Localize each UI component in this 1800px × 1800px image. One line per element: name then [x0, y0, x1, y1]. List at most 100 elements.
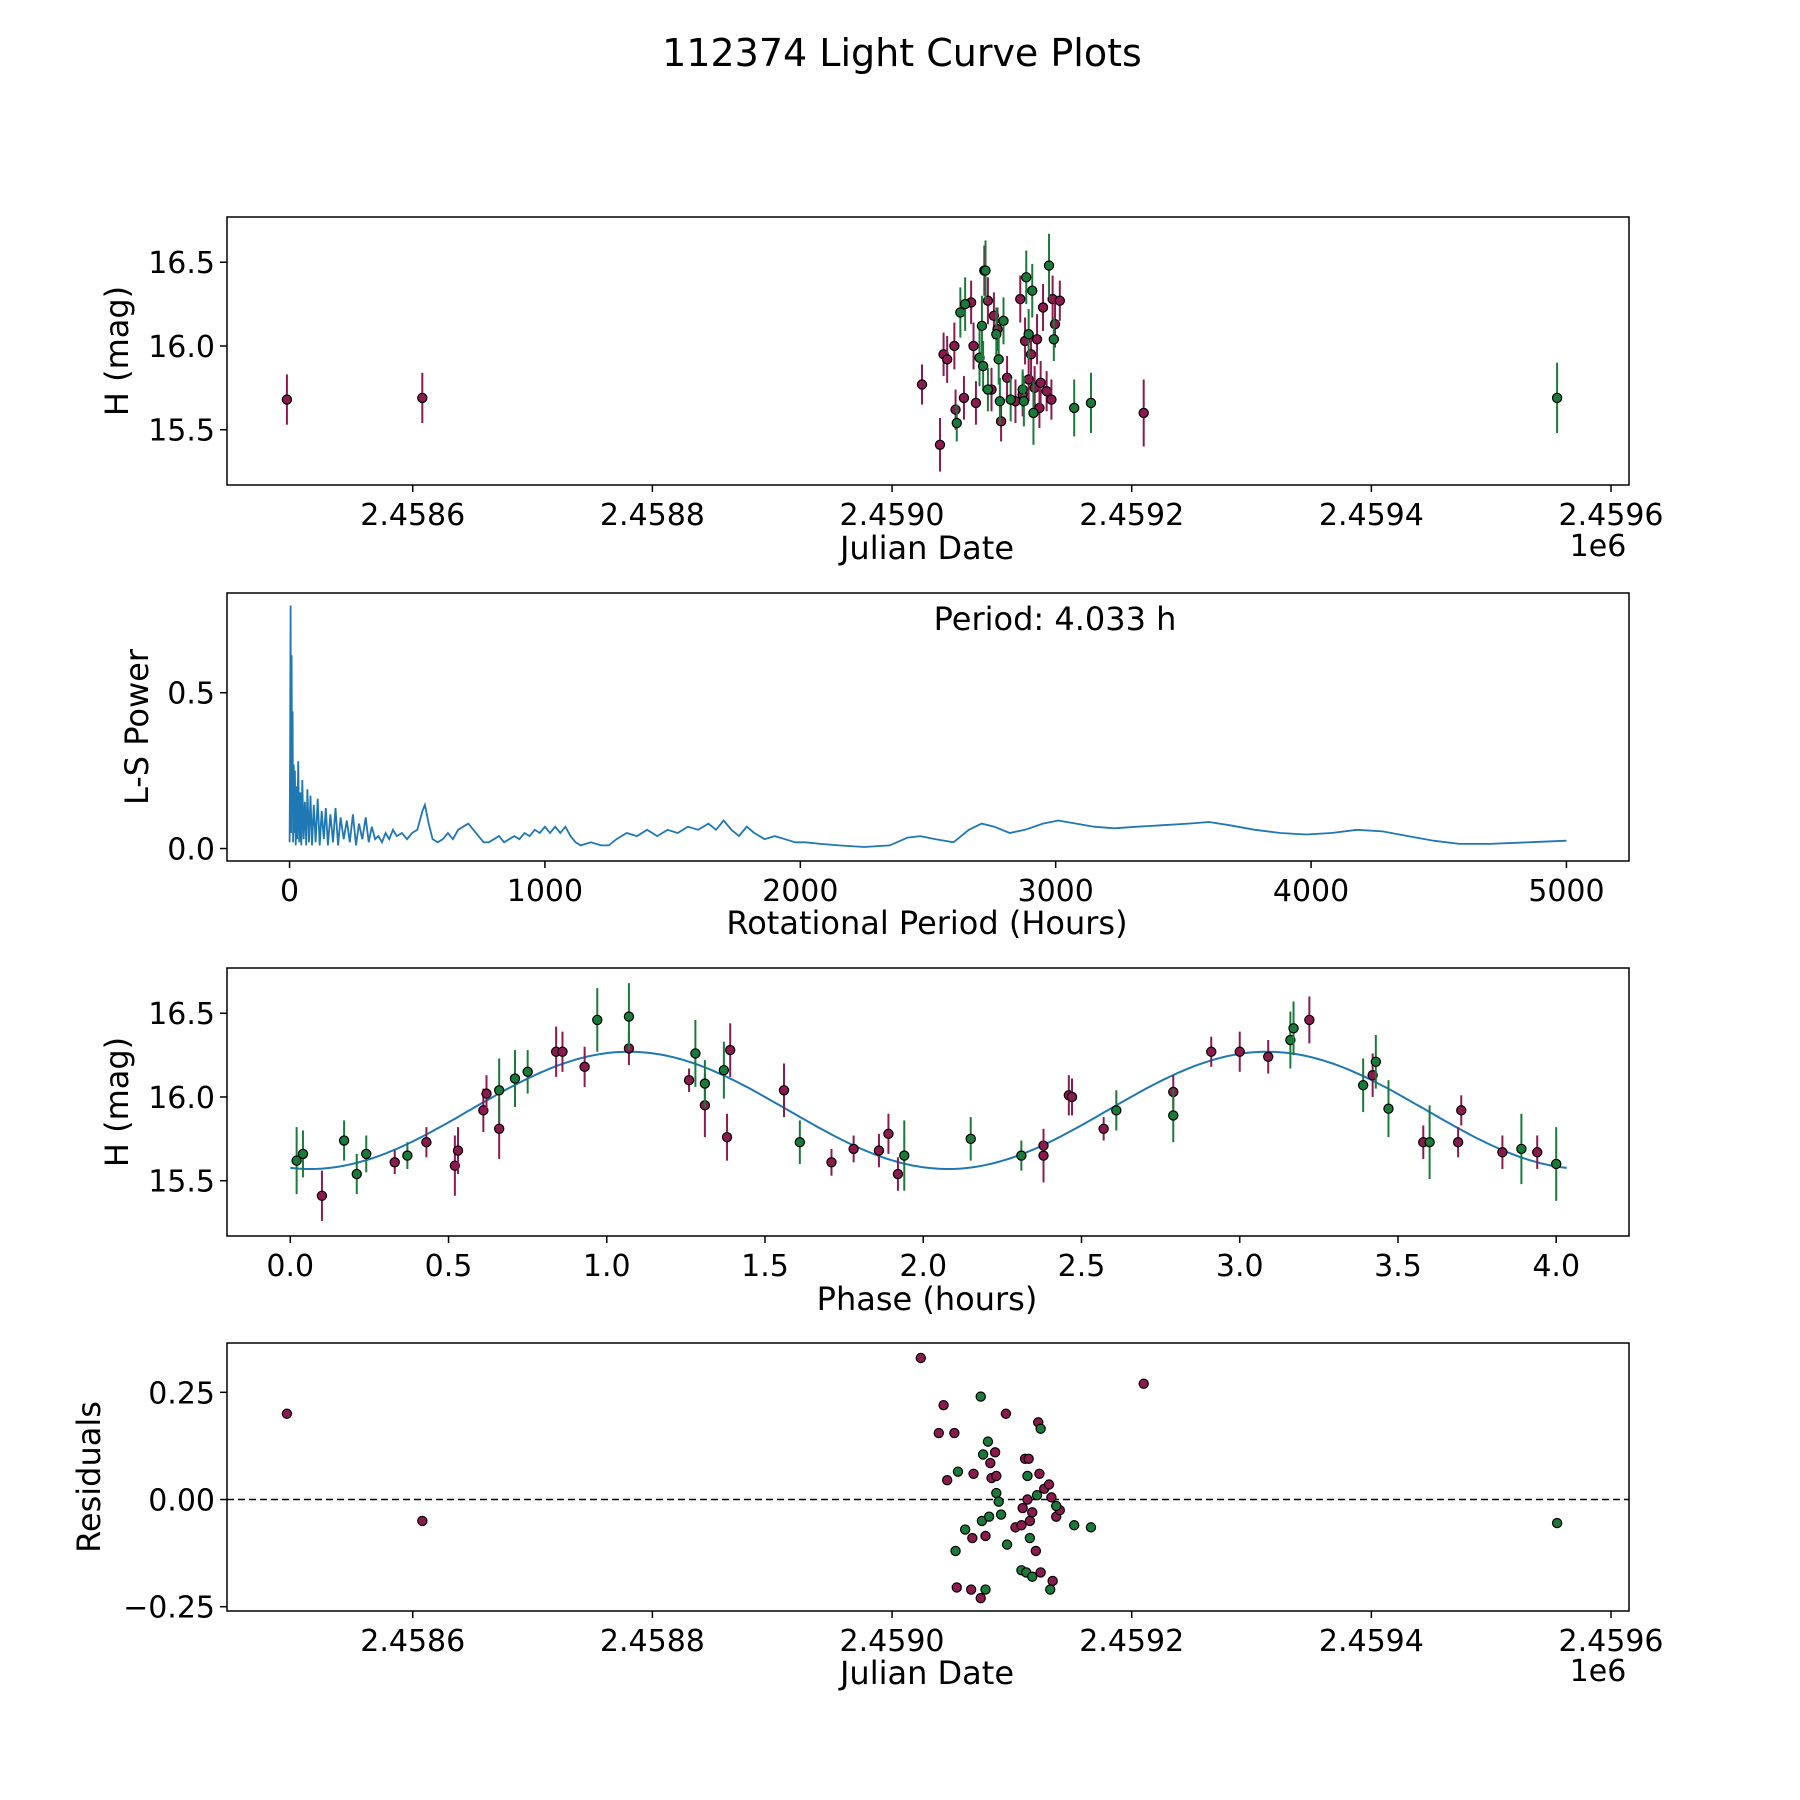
- data-point-green: [996, 1510, 1005, 1519]
- y-tick-label: 16.0: [148, 1081, 215, 1116]
- data-point-green: [981, 1585, 990, 1594]
- data-point-green: [1070, 403, 1079, 412]
- x-tick-label: 0.5: [425, 1249, 473, 1284]
- data-point-maroon: [969, 341, 978, 350]
- data-point-green: [966, 1134, 975, 1143]
- data-point-maroon: [967, 1585, 976, 1594]
- x-tick-label: 2.5: [1058, 1249, 1106, 1284]
- data-point-green: [1552, 1159, 1561, 1168]
- y-tick-labels: −0.250.000.25: [123, 1376, 227, 1625]
- data-point-maroon: [950, 1428, 959, 1437]
- data-point-maroon: [935, 440, 944, 449]
- y-tick-label: 16.0: [148, 330, 215, 365]
- data-point-maroon: [1235, 1047, 1244, 1056]
- data-point-maroon: [1139, 408, 1148, 417]
- data-point-maroon: [917, 380, 926, 389]
- x-tick-label: 2.4588: [600, 1624, 705, 1659]
- data-point-maroon: [1018, 1503, 1027, 1512]
- data-point-green: [956, 308, 965, 317]
- data-point-green: [1371, 1057, 1380, 1066]
- data-point-maroon: [968, 1534, 977, 1543]
- data-point-green: [593, 1015, 602, 1024]
- data-point-maroon: [418, 1516, 427, 1525]
- data-point-maroon: [950, 341, 959, 350]
- figure: 112374 Light Curve Plots 15.516.016.5 2.…: [0, 0, 1800, 1800]
- x-tick-label: 1.0: [583, 1249, 631, 1284]
- plot-frame: [227, 593, 1629, 861]
- data-point-green: [983, 1437, 992, 1446]
- x-axis-label: Rotational Period (Hours): [726, 904, 1127, 942]
- data-point-green: [979, 1450, 988, 1459]
- data-point-maroon: [1031, 1546, 1040, 1555]
- x-offset-label: 1e6: [1570, 1654, 1627, 1689]
- data-point-maroon: [959, 393, 968, 402]
- x-tick-label: 3.5: [1374, 1249, 1422, 1284]
- data-point-maroon: [1457, 1106, 1466, 1115]
- x-tick-labels: 2.4586 2.4588 2.4590 2.4592 2.4594 2.4596: [360, 485, 1663, 533]
- data-point-maroon: [1023, 1495, 1032, 1504]
- data-point-maroon: [1047, 395, 1056, 404]
- data-point-maroon: [849, 1144, 858, 1153]
- data-point-maroon: [684, 1076, 693, 1085]
- data-point-maroon: [1533, 1148, 1542, 1157]
- data-point-green: [1002, 1540, 1011, 1549]
- data-point-green: [1019, 397, 1028, 406]
- data-point-green: [977, 321, 986, 330]
- data-point-maroon: [992, 1471, 1001, 1480]
- y-axis-label: Residuals: [70, 1401, 108, 1553]
- x-tick-label: 2.4594: [1319, 498, 1424, 533]
- data-point-maroon: [1305, 1015, 1314, 1024]
- y-tick-labels: 0.0 0.5: [167, 677, 227, 868]
- y-tick-label: 0.0: [167, 833, 215, 868]
- data-point-green: [1384, 1104, 1393, 1113]
- data-point-maroon: [986, 1458, 995, 1467]
- data-point-green: [403, 1151, 412, 1160]
- data-point-maroon: [1454, 1138, 1463, 1147]
- data-point-green: [352, 1169, 361, 1178]
- x-tick-label: 2.4586: [360, 498, 465, 533]
- data-point-maroon: [952, 1583, 961, 1592]
- data-point-green: [1017, 1151, 1026, 1160]
- data-point-maroon: [1207, 1047, 1216, 1056]
- data-point-green: [1052, 1501, 1061, 1510]
- data-point-green: [995, 397, 1004, 406]
- data-point-green: [1112, 1106, 1121, 1115]
- data-point-green: [510, 1074, 519, 1083]
- data-point-green: [1025, 1534, 1034, 1543]
- power-line: [290, 606, 1567, 848]
- data-point-maroon: [943, 355, 952, 364]
- data-point-maroon: [282, 1409, 291, 1418]
- data-point-maroon: [453, 1146, 462, 1155]
- data-point-maroon: [884, 1129, 893, 1138]
- data-point-green: [952, 418, 961, 427]
- data-point-green: [362, 1149, 371, 1158]
- data-point-maroon: [317, 1191, 326, 1200]
- data-point-green: [900, 1151, 909, 1160]
- x-tick-labels: 2.4586 2.4588 2.4590 2.4592 2.4594 2.4596: [360, 1611, 1663, 1659]
- data-point-maroon: [1047, 1493, 1056, 1502]
- data-point-green: [1024, 330, 1033, 339]
- data-point-green: [1022, 273, 1031, 282]
- data-point-maroon: [779, 1086, 788, 1095]
- period-annotation: Period: 4.033 h: [934, 600, 1177, 638]
- data-point-maroon: [1042, 387, 1051, 396]
- data-point-green: [985, 1512, 994, 1521]
- data-point-green: [994, 1497, 1003, 1506]
- data-point-maroon: [422, 1138, 431, 1147]
- data-point-maroon: [580, 1062, 589, 1071]
- x-tick-label: 2.4588: [600, 498, 705, 533]
- data-point-maroon: [722, 1133, 731, 1142]
- data-point-maroon: [726, 1045, 735, 1054]
- data-point-maroon: [827, 1158, 836, 1167]
- data-point-green: [999, 316, 1008, 325]
- data-point-green: [1553, 1518, 1562, 1527]
- data-point-maroon: [1050, 320, 1059, 329]
- data-point-green: [523, 1067, 532, 1076]
- data-points: [282, 234, 1561, 472]
- data-point-maroon: [893, 1169, 902, 1178]
- data-point-maroon: [1024, 1454, 1033, 1463]
- x-tick-label: 2.4592: [1079, 1624, 1184, 1659]
- x-tick-label: 2.4594: [1319, 1624, 1424, 1659]
- y-tick-label: 0.5: [167, 677, 215, 712]
- y-tick-labels: 15.516.016.5: [148, 997, 227, 1200]
